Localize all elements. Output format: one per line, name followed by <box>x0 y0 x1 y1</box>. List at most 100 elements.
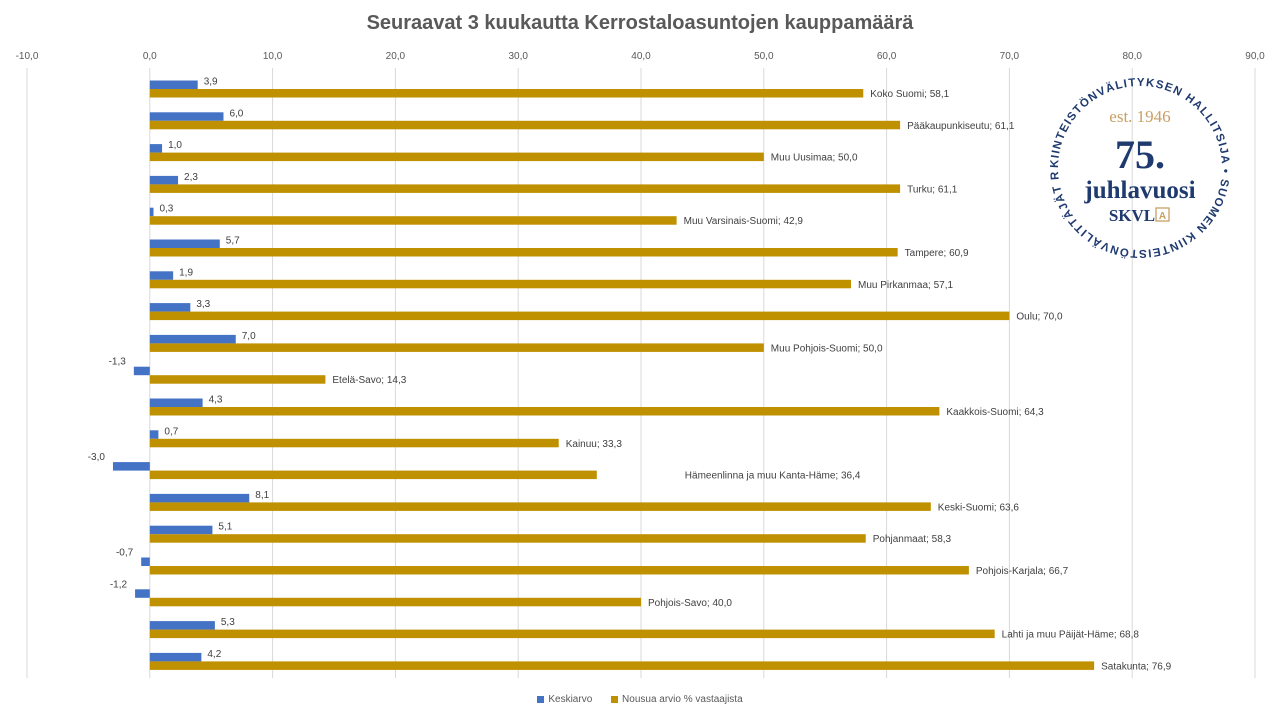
data-label-nousua: Pääkaupunkiseutu; 61,1 <box>907 121 1015 132</box>
bars <box>112 80 1095 670</box>
bar-nousua <box>149 184 901 193</box>
bar-nousua <box>149 120 901 130</box>
bar-keskiarvo <box>149 621 215 630</box>
data-label-keskiarvo: 4,3 <box>209 395 223 406</box>
bar-nousua <box>149 597 642 607</box>
logo-badge-icon <box>1155 207 1170 222</box>
legend-item-nousua: Nousua arvio % vastaajista <box>611 694 743 705</box>
data-label-keskiarvo: -0,7 <box>116 548 134 559</box>
bar-nousua <box>149 248 898 257</box>
data-label-keskiarvo: 1,0 <box>168 140 182 151</box>
data-label-keskiarvo: 1,9 <box>179 267 193 278</box>
x-tick-label: 50,0 <box>754 51 774 62</box>
x-tick-label: 30,0 <box>508 51 528 62</box>
data-label-keskiarvo: 8,1 <box>255 490 269 501</box>
data-label-nousua: Etelä-Savo; 14,3 <box>332 375 406 386</box>
skvl-75-anniversary-logo: KIINTEISTÖNVÄLITYKSEN HALLITSIJA • SUOME… <box>1040 68 1230 259</box>
logo-badge-letter: A <box>1159 211 1166 222</box>
data-label-nousua: Turku; 61,1 <box>907 184 958 195</box>
bar-keskiarvo <box>141 557 150 566</box>
data-label-keskiarvo: 5,3 <box>221 617 235 628</box>
chart-title: Seuraavat 3 kuukautta Kerrostaloasuntoje… <box>366 12 914 34</box>
x-tick-label: 80,0 <box>1122 51 1142 62</box>
data-label-nousua: Tampere; 60,9 <box>905 248 969 259</box>
bar-nousua <box>149 661 1095 670</box>
bar-keskiarvo <box>149 207 154 217</box>
bar-nousua <box>149 311 1010 321</box>
data-label-keskiarvo: 0,3 <box>159 204 173 215</box>
bar-keskiarvo <box>149 398 203 407</box>
x-tick-label: 20,0 <box>386 51 406 62</box>
bar-nousua <box>149 470 597 480</box>
bar-keskiarvo <box>149 525 213 535</box>
legend-swatch-nousua <box>611 695 619 703</box>
bar-nousua <box>149 343 764 352</box>
x-tick-label: -10,0 <box>16 51 39 62</box>
data-label-nousua: Koko Suomi; 58,1 <box>870 89 949 100</box>
data-label-nousua: Lahti ja muu Päijät-Häme; 68,8 <box>1002 630 1140 641</box>
bar-keskiarvo <box>149 493 250 503</box>
data-label-keskiarvo: 0,7 <box>164 426 178 437</box>
bar-keskiarvo <box>149 652 202 662</box>
data-label-keskiarvo: 3,9 <box>204 77 218 88</box>
logo-number-text: 75. <box>1115 132 1165 177</box>
data-label-keskiarvo: -3,0 <box>88 452 106 463</box>
x-tick-label: 10,0 <box>263 51 283 62</box>
data-label-nousua: Pohjanmaat; 58,3 <box>873 534 952 545</box>
bar-nousua <box>149 407 940 416</box>
logo-brand-text: SKVL <box>1109 206 1155 225</box>
data-label-nousua: Hämeenlinna ja muu Kanta-Häme; 36,4 <box>685 471 861 482</box>
data-label-nousua: Kaakkois-Suomi; 64,3 <box>946 407 1044 418</box>
bar-keskiarvo <box>149 430 159 439</box>
legend-swatch-keskiarvo <box>537 695 545 703</box>
bar-keskiarvo <box>135 589 150 598</box>
data-label-nousua: Keski-Suomi; 63,6 <box>938 502 1020 513</box>
data-label-keskiarvo: 6,0 <box>229 108 243 119</box>
bar-nousua <box>149 89 864 98</box>
bar-nousua <box>149 566 969 575</box>
bar-keskiarvo <box>149 175 179 185</box>
bar-nousua <box>149 152 764 162</box>
bar-keskiarvo <box>133 366 150 376</box>
bar-keskiarvo <box>149 144 163 153</box>
legend-label-nousua: Nousua arvio % vastaajista <box>622 694 743 705</box>
bar-keskiarvo <box>149 112 224 121</box>
bar-nousua <box>149 438 559 448</box>
bar-keskiarvo <box>149 239 220 248</box>
data-label-nousua: Muu Pohjois-Suomi; 50,0 <box>771 343 883 354</box>
x-tick-label: 40,0 <box>631 51 651 62</box>
data-label-keskiarvo: 4,2 <box>207 649 221 660</box>
x-tick-label: 70,0 <box>1000 51 1020 62</box>
bar-keskiarvo <box>149 334 236 344</box>
data-label-keskiarvo: 7,0 <box>242 331 256 342</box>
legend-label-keskiarvo: Keskiarvo <box>548 694 593 705</box>
data-labels: 3,9 Koko Suomi; 58,1 6,0 Pääkaupunkiseutu; … <box>88 77 1172 673</box>
data-label-keskiarvo: 5,1 <box>218 522 232 533</box>
bar-nousua <box>149 502 931 511</box>
bar-nousua <box>149 629 995 639</box>
data-label-nousua: Muu Pirkanmaa; 57,1 <box>858 280 953 291</box>
logo-word-text: juhlavuosi <box>1083 177 1195 204</box>
legend: Keskiarvo Nousua arvio % vastaajista <box>0 694 1280 705</box>
logo-est-text: est. 1946 <box>1109 107 1170 126</box>
data-label-nousua: Kainuu; 33,3 <box>566 439 623 450</box>
data-label-nousua: Satakunta; 76,9 <box>1101 661 1171 672</box>
data-label-nousua: Muu Uusimaa; 50,0 <box>771 153 858 164</box>
bar-nousua <box>149 216 677 225</box>
data-label-keskiarvo: -1,3 <box>109 357 127 368</box>
data-label-nousua: Pohjois-Savo; 40,0 <box>648 598 732 609</box>
data-label-keskiarvo: 3,3 <box>196 299 210 310</box>
gridlines <box>26 68 1256 678</box>
bar-nousua <box>149 279 851 289</box>
data-label-nousua: Oulu; 70,0 <box>1016 312 1063 323</box>
data-label-keskiarvo: -1,2 <box>110 579 128 590</box>
bar-nousua <box>149 534 866 543</box>
x-tick-label: 0,0 <box>143 51 157 62</box>
data-label-keskiarvo: 2,3 <box>184 172 198 183</box>
x-tick-label: 60,0 <box>877 51 897 62</box>
data-label-nousua: Pohjois-Karjala; 66,7 <box>976 566 1069 577</box>
legend-item-keskiarvo: Keskiarvo <box>537 694 592 705</box>
bar-keskiarvo <box>149 271 174 280</box>
x-tick-labels: -10,0 0,0 10,0 20,0 30,0 40,0 50,0 60,0 70,0 80,0… <box>16 51 1266 62</box>
